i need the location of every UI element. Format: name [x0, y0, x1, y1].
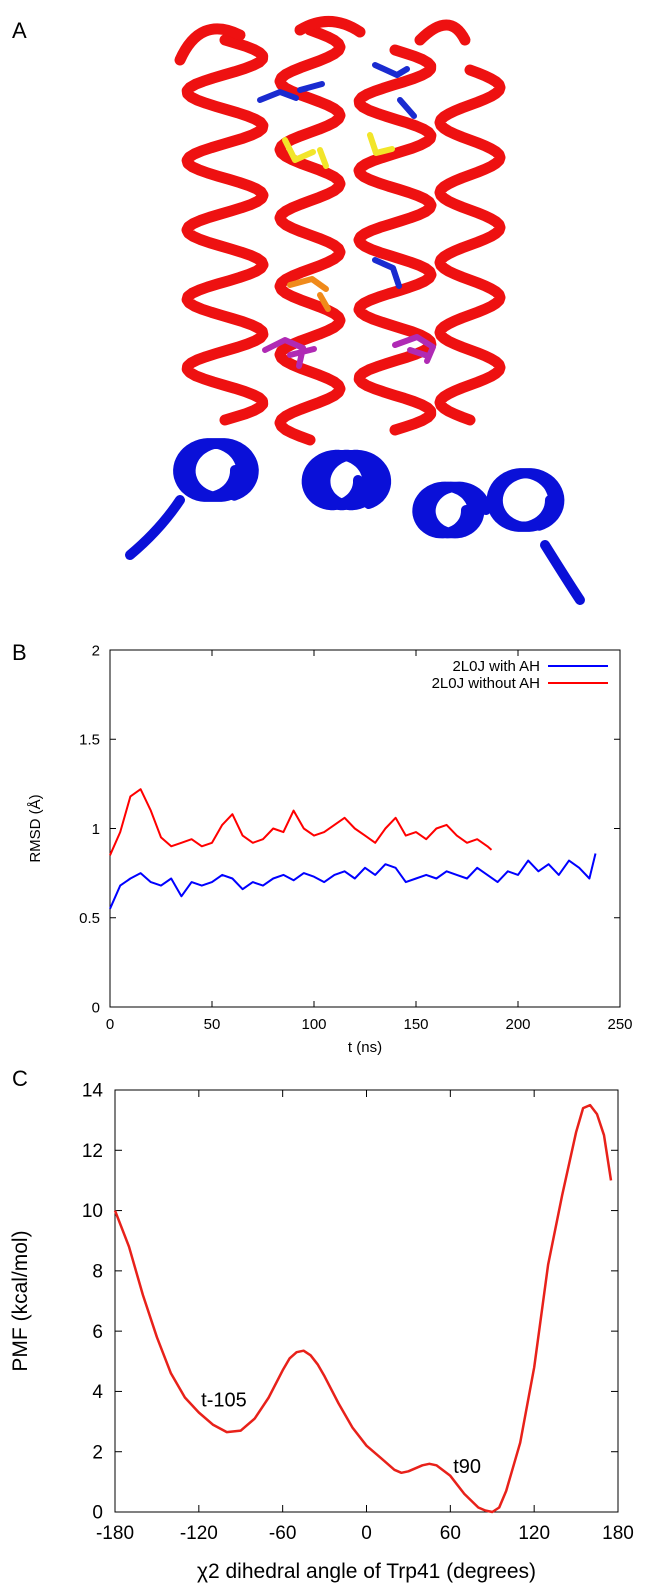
side-chain: [372, 257, 402, 289]
x-tick-label: 120: [518, 1523, 550, 1544]
side-chain: [282, 137, 329, 169]
y-tick-label: 10: [82, 1201, 103, 1222]
helix-segment: [274, 24, 346, 446]
helix-segment: [174, 23, 246, 66]
x-tick-label: 0: [106, 1016, 114, 1033]
side-chain: [367, 132, 395, 156]
y-tick-label: 1.5: [79, 732, 100, 749]
x-tick-label: -180: [96, 1523, 134, 1544]
helix-segment: [434, 64, 506, 426]
x-axis-label: t (ns): [348, 1039, 382, 1056]
x-tick-label: 150: [403, 1016, 428, 1033]
protein-structure-image: [125, 16, 585, 605]
y-tick-label: 6: [92, 1322, 103, 1343]
plot-frame: [109, 649, 621, 1008]
side-chain: [287, 276, 331, 312]
legend-label: 2L0J without AH: [432, 675, 540, 692]
y-tick-label: 2: [92, 642, 100, 659]
y-axis-label: PMF (kcal/mol): [9, 1230, 32, 1371]
pmf-chart: -180 -120 -60 0 60 120 180 0 2 4 6 8 10 12 14 χ2 dihedr…: [9, 1081, 634, 1583]
x-tick-label: 50: [204, 1016, 221, 1033]
amphipathic-helix: [412, 481, 491, 539]
panel-letter-a: A: [12, 18, 27, 43]
helix-segment: [353, 44, 437, 436]
helix-segment: [294, 16, 366, 38]
y-tick-label: 1: [92, 821, 100, 838]
x-tick-label: 60: [440, 1523, 461, 1544]
panel-letter-c: C: [12, 1066, 28, 1091]
side-chain: [372, 62, 417, 119]
x-tick-label: 180: [602, 1523, 634, 1544]
panel-b: B 0 50 100 150 200 250 0 0.5 1 1.5 2 t (ns) RMSD (Å)…: [0, 640, 658, 1060]
series-line-1: [109, 788, 493, 856]
y-tick-label: 0.5: [79, 910, 100, 927]
y-axis-label: RMSD (Å): [27, 794, 44, 862]
rmsd-chart: 0 50 100 150 200 250 0 0.5 1 1.5 2 t (ns) RMSD (Å) 2L…: [27, 642, 633, 1056]
amphipathic-helix: [125, 495, 185, 560]
y-tick-label: 12: [82, 1141, 103, 1162]
amphipathic-helix: [540, 540, 585, 605]
amphipathic-helix: [486, 468, 565, 532]
y-tick-label: 4: [92, 1382, 103, 1403]
x-tick-label: 0: [361, 1523, 372, 1544]
panel-letter-b: B: [12, 640, 27, 665]
x-tick-label: 100: [301, 1016, 326, 1033]
panel-a: A: [0, 0, 658, 640]
annotation: t90: [453, 1456, 481, 1478]
annotation: t-105: [201, 1390, 247, 1412]
amphipathic-helix: [301, 449, 392, 511]
side-chain: [262, 337, 317, 369]
y-tick-label: 8: [92, 1262, 103, 1283]
x-tick-label: 250: [607, 1016, 632, 1033]
side-chain: [257, 81, 325, 103]
helix-segment: [181, 34, 269, 426]
series-line-0: [109, 853, 597, 910]
series-line-0: [113, 1103, 613, 1514]
y-tick-label: 14: [82, 1081, 104, 1102]
side-chain: [392, 334, 436, 364]
x-tick-label: -60: [269, 1523, 296, 1544]
panel-c: C -180 -120 -60 0 60 120 180 0 2 4 6 8 10 12 14 χ2 dihe…: [0, 1060, 658, 1590]
y-tick-label: 0: [92, 1503, 103, 1524]
helix-segment: [414, 19, 471, 46]
x-axis-label: χ2 dihedral angle of Trp41 (degrees): [197, 1560, 536, 1583]
y-tick-label: 2: [92, 1442, 103, 1463]
amphipathic-helix: [173, 438, 259, 502]
y-tick-label: 0: [92, 999, 100, 1016]
x-tick-label: -120: [180, 1523, 218, 1544]
legend-label: 2L0J with AH: [452, 658, 540, 675]
x-tick-label: 200: [505, 1016, 530, 1033]
